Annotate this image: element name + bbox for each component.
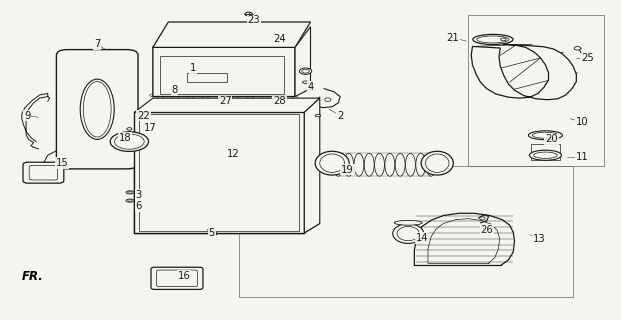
Bar xyxy=(187,73,227,82)
Text: 22: 22 xyxy=(137,111,150,121)
Text: 20: 20 xyxy=(545,134,558,144)
Ellipse shape xyxy=(126,199,134,202)
Bar xyxy=(160,56,284,94)
Text: 26: 26 xyxy=(480,225,493,235)
Ellipse shape xyxy=(416,153,425,176)
Ellipse shape xyxy=(315,151,349,175)
Bar xyxy=(138,114,299,231)
Ellipse shape xyxy=(574,47,581,50)
Text: 6: 6 xyxy=(135,201,142,211)
Text: 1: 1 xyxy=(190,63,196,73)
Text: 12: 12 xyxy=(227,149,240,159)
Ellipse shape xyxy=(473,34,513,44)
Ellipse shape xyxy=(302,69,309,73)
Ellipse shape xyxy=(333,153,343,176)
Ellipse shape xyxy=(302,81,309,84)
Text: 25: 25 xyxy=(581,53,594,63)
Ellipse shape xyxy=(127,128,132,130)
Polygon shape xyxy=(304,98,320,233)
Ellipse shape xyxy=(275,101,281,105)
Text: 4: 4 xyxy=(307,82,314,92)
Polygon shape xyxy=(134,98,320,112)
Ellipse shape xyxy=(501,38,506,41)
Ellipse shape xyxy=(126,191,134,194)
Text: 13: 13 xyxy=(533,234,546,244)
Text: 3: 3 xyxy=(135,190,142,200)
Text: 10: 10 xyxy=(576,117,589,127)
Text: 15: 15 xyxy=(56,158,68,168)
Ellipse shape xyxy=(208,228,215,231)
Ellipse shape xyxy=(374,153,384,176)
Ellipse shape xyxy=(110,132,148,151)
Ellipse shape xyxy=(80,79,114,140)
FancyBboxPatch shape xyxy=(57,50,138,169)
Text: 19: 19 xyxy=(341,164,354,174)
Text: 18: 18 xyxy=(119,133,132,143)
Ellipse shape xyxy=(394,220,422,225)
Text: 14: 14 xyxy=(415,233,428,243)
Text: 9: 9 xyxy=(24,111,30,121)
Text: 2: 2 xyxy=(337,111,343,121)
Ellipse shape xyxy=(221,98,227,101)
Text: 27: 27 xyxy=(219,96,232,106)
Ellipse shape xyxy=(385,153,395,176)
Text: 23: 23 xyxy=(247,15,260,25)
Text: 11: 11 xyxy=(576,152,589,162)
Text: 7: 7 xyxy=(94,39,101,49)
Text: 8: 8 xyxy=(171,85,178,95)
Text: 17: 17 xyxy=(143,123,156,133)
Text: 21: 21 xyxy=(446,33,459,43)
Bar xyxy=(530,144,560,160)
Text: 5: 5 xyxy=(209,228,215,238)
Ellipse shape xyxy=(315,115,320,117)
Text: 16: 16 xyxy=(178,271,190,281)
Text: 28: 28 xyxy=(273,96,286,106)
FancyBboxPatch shape xyxy=(151,267,203,289)
Ellipse shape xyxy=(406,153,415,176)
Text: FR.: FR. xyxy=(21,270,43,283)
Ellipse shape xyxy=(421,151,453,175)
Ellipse shape xyxy=(392,224,424,244)
Ellipse shape xyxy=(343,153,353,176)
Ellipse shape xyxy=(209,232,217,236)
Text: 24: 24 xyxy=(273,35,286,44)
Ellipse shape xyxy=(299,68,312,74)
Ellipse shape xyxy=(354,153,364,176)
Ellipse shape xyxy=(395,153,405,176)
Polygon shape xyxy=(153,22,310,47)
Ellipse shape xyxy=(528,131,563,140)
Ellipse shape xyxy=(426,153,436,176)
Polygon shape xyxy=(295,27,310,97)
Polygon shape xyxy=(471,44,576,100)
Ellipse shape xyxy=(325,98,331,102)
Polygon shape xyxy=(153,39,295,97)
Ellipse shape xyxy=(529,150,561,160)
Ellipse shape xyxy=(479,217,485,220)
Bar xyxy=(134,112,304,233)
FancyBboxPatch shape xyxy=(23,162,64,183)
Ellipse shape xyxy=(365,153,374,176)
